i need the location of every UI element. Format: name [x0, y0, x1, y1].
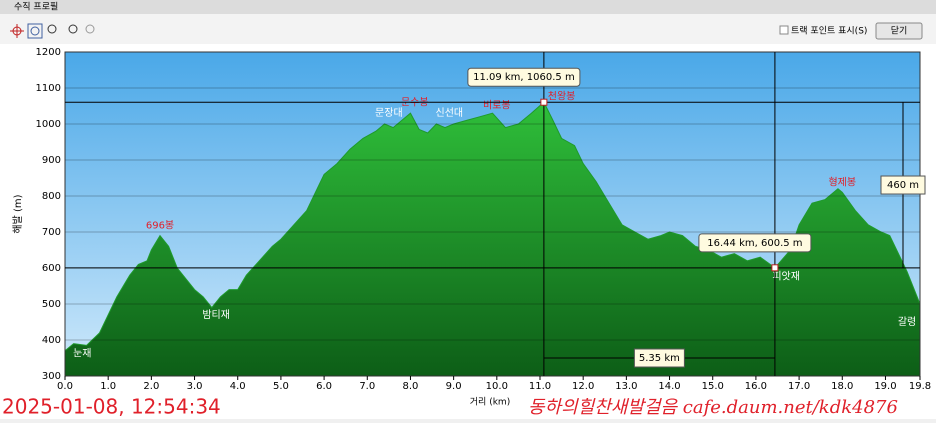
- x-tick-label: 19.0: [874, 381, 896, 392]
- callout-box: [698, 233, 812, 253]
- peak-label: 문장대: [375, 107, 403, 119]
- y-tick-label: 700: [42, 227, 61, 238]
- tool-icons[interactable]: [10, 23, 95, 39]
- x-tick-label: 6.0: [316, 381, 332, 392]
- peak-label: 비로봉: [483, 99, 511, 111]
- x-tick-label: 12.0: [572, 381, 594, 392]
- peak-label: 형제봉: [828, 176, 856, 188]
- x-tick-label: 14.0: [658, 381, 680, 392]
- x-tick-label: 19.8: [909, 381, 931, 392]
- marker-point: [771, 264, 779, 272]
- y-tick-label: 900: [42, 155, 61, 166]
- checkbox-label[interactable]: 트랙 포인트 표시(S): [791, 26, 867, 37]
- x-axis-label: 거리 (km): [470, 397, 510, 408]
- x-tick-label: 9.0: [446, 381, 462, 392]
- x-tick-label: 18.0: [831, 381, 853, 392]
- plot-frame: [64, 51, 921, 377]
- title-bar: [0, 0, 936, 14]
- y-tick-label: 800: [42, 191, 61, 202]
- timestamp: 2025-01-08, 12:54:34: [2, 395, 221, 419]
- peak-label: 천왕봉: [548, 90, 576, 102]
- x-tick-label: 2.0: [143, 381, 159, 392]
- x-tick-label: 17.0: [788, 381, 810, 392]
- distance-label: 5.35 km: [639, 353, 680, 364]
- peak-label: 696봉: [146, 220, 174, 232]
- x-tick-label: 11.0: [529, 381, 551, 392]
- height-box: [880, 175, 926, 195]
- x-tick-label: 1.0: [100, 381, 116, 392]
- checkbox[interactable]: [779, 25, 789, 35]
- close-label[interactable]: 닫기: [891, 25, 908, 37]
- y-tick-label: 1000: [36, 119, 61, 130]
- x-tick-label: 5.0: [273, 381, 289, 392]
- y-tick-label: 1100: [36, 83, 61, 94]
- peak-label: 피앗재: [772, 270, 800, 282]
- y-tick-label: 600: [42, 263, 61, 274]
- peak-label: 눈재: [73, 348, 91, 360]
- y-axis-label: 해발 (m): [11, 194, 24, 233]
- callout-box: [467, 67, 581, 87]
- x-tick-label: 15.0: [702, 381, 724, 392]
- x-tick-label: 4.0: [230, 381, 246, 392]
- x-tick-label: 16.0: [745, 381, 767, 392]
- x-tick-label: 3.0: [187, 381, 203, 392]
- callout-label: 16.44 km, 600.5 m: [707, 238, 802, 249]
- x-tick-label: 0.0: [57, 381, 73, 392]
- peak-label: 밤티재: [202, 309, 230, 321]
- height-label: 460 m: [887, 180, 919, 191]
- marker-point: [540, 98, 548, 106]
- x-tick-label: 7.0: [359, 381, 375, 392]
- callout-label: 11.09 km, 1060.5 m: [473, 72, 575, 83]
- x-tick-label: 13.0: [615, 381, 637, 392]
- y-tick-label: 300: [42, 371, 61, 382]
- distance-box: [633, 348, 685, 368]
- close-button[interactable]: [875, 22, 923, 40]
- watermark: 동하의힐찬새발걸음 cafe.daum.net/kdk4876: [528, 397, 898, 418]
- peak-label: 갈령: [898, 315, 916, 328]
- x-tick-label: 10.0: [486, 381, 508, 392]
- peak-label: 신선대: [436, 107, 464, 119]
- x-tick-label: 8.0: [403, 381, 419, 392]
- y-tick-label: 1200: [36, 47, 61, 58]
- elevation-area: [64, 101, 921, 377]
- window-title: 수직 프로필: [14, 1, 58, 13]
- y-tick-label: 400: [42, 335, 61, 346]
- y-tick-label: 500: [42, 299, 61, 310]
